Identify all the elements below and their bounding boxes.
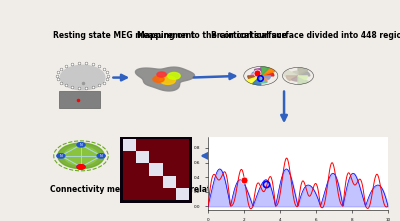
Circle shape [77,143,85,147]
Circle shape [168,72,180,79]
Text: Connectivity metrics: Connectivity metrics [50,185,139,194]
Text: N: N [100,154,102,158]
Circle shape [64,147,98,165]
Wedge shape [284,70,298,76]
Wedge shape [254,69,261,76]
Circle shape [60,65,105,90]
Wedge shape [261,72,274,76]
Circle shape [153,76,164,82]
Circle shape [57,154,65,158]
Wedge shape [251,73,261,76]
Text: Resting state MEG measurement: Resting state MEG measurement [53,31,195,40]
Text: Orthogonal envelope extraction: Orthogonal envelope extraction [211,185,350,194]
Wedge shape [261,67,269,76]
Wedge shape [261,76,267,83]
Circle shape [77,165,85,169]
Circle shape [97,154,105,158]
Wedge shape [261,76,270,78]
Wedge shape [298,76,308,84]
Circle shape [58,143,104,169]
Wedge shape [248,76,261,79]
Wedge shape [261,68,275,76]
Wedge shape [298,68,308,76]
Text: N: N [80,143,82,147]
Wedge shape [253,76,261,85]
Bar [120,137,192,203]
Text: Mapping on to the cortical surface: Mapping on to the cortical surface [137,31,286,40]
Circle shape [160,76,176,84]
Wedge shape [286,76,298,80]
Wedge shape [291,76,298,81]
Text: Brain cortical surface divided into 448 regions: Brain cortical surface divided into 448 … [211,31,400,40]
Polygon shape [136,67,194,91]
Wedge shape [292,71,298,76]
Wedge shape [261,76,269,80]
Wedge shape [252,71,261,76]
Text: N: N [60,154,62,158]
Wedge shape [298,76,308,80]
Wedge shape [247,76,261,84]
Circle shape [77,165,85,169]
Circle shape [157,72,166,77]
Text: N: N [80,165,82,169]
Text: Envelope correlations between 448 regions: Envelope correlations between 448 region… [134,185,322,194]
FancyBboxPatch shape [59,91,100,108]
Wedge shape [298,71,310,76]
